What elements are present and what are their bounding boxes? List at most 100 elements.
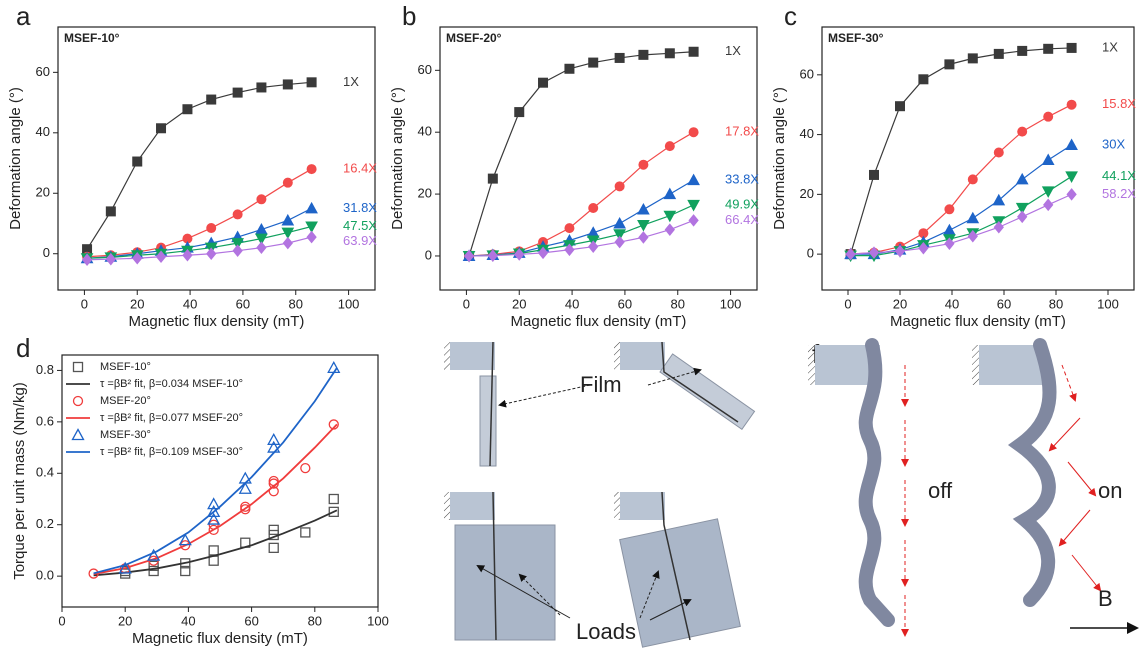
x-tick-label: 60	[618, 296, 632, 311]
on-label: on	[1098, 478, 1122, 503]
marker	[232, 244, 243, 257]
series-line	[87, 168, 312, 258]
series-label: 58.2X	[1102, 186, 1136, 201]
marker	[564, 223, 575, 234]
y-axis-label: Torque per unit mass (Nm/kg)	[11, 382, 28, 580]
series-line	[469, 219, 694, 257]
marker	[156, 123, 167, 134]
series-line	[850, 104, 1072, 255]
marker	[967, 53, 978, 64]
marker	[182, 248, 193, 262]
marker	[306, 230, 317, 244]
marker	[282, 79, 293, 90]
chain-on	[1007, 338, 1057, 607]
x-tick-label: 20	[512, 296, 526, 311]
marker	[327, 361, 341, 374]
series-label: 1X	[343, 74, 359, 89]
y-tick-label: 40	[36, 124, 50, 139]
marker	[148, 560, 159, 572]
marker	[688, 46, 699, 57]
marker	[300, 462, 311, 474]
film-line	[492, 491, 497, 641]
x-tick-label: 0	[81, 296, 88, 311]
marker	[281, 227, 295, 240]
plot-frame	[439, 26, 758, 291]
marker	[614, 235, 625, 249]
marker	[637, 203, 650, 215]
y-tick-label: 0	[425, 247, 432, 262]
series-label: 1X	[725, 43, 741, 58]
plot-frame	[61, 354, 379, 608]
marker	[966, 211, 980, 224]
y-tick-label: 0.4	[36, 465, 54, 480]
x-axis-label: Magnetic flux density (mT)	[129, 313, 305, 330]
clamp-hatch	[444, 492, 450, 520]
marker	[267, 440, 281, 453]
series-line	[93, 367, 338, 575]
marker	[238, 471, 252, 484]
marker	[240, 504, 251, 515]
legend-marker	[72, 395, 84, 407]
marker	[1043, 198, 1054, 212]
series-label: 17.8X	[725, 124, 759, 139]
marker	[944, 237, 955, 250]
marker	[688, 214, 699, 227]
series-line	[850, 47, 1072, 255]
x-tick-label: 80	[1049, 296, 1063, 311]
marker	[180, 565, 191, 577]
marker	[132, 251, 143, 265]
legend-label: τ =βB² fit, β=0.034 MSEF-10°	[100, 378, 243, 390]
marker	[687, 173, 700, 186]
x-tick-label: 100	[720, 296, 742, 311]
chain-off	[858, 338, 895, 627]
marker	[614, 52, 625, 63]
marker	[282, 177, 293, 188]
marker	[328, 493, 339, 505]
marker	[638, 49, 649, 60]
marker	[894, 244, 906, 258]
field-label: B	[1098, 586, 1113, 611]
loads-label: Loads	[576, 619, 636, 644]
x-axis-label: Magnetic flux density (mT)	[890, 313, 1066, 330]
marker	[256, 194, 267, 205]
chart-title: MSEF-10°	[64, 31, 120, 45]
y-tick-label: 0	[43, 245, 50, 260]
marker	[845, 247, 856, 261]
x-tick-label: 20	[893, 296, 907, 311]
load	[619, 518, 741, 648]
series-line	[93, 423, 338, 575]
series-label: 33.8X	[725, 172, 759, 187]
clamp-hatch	[444, 342, 450, 370]
marker	[638, 231, 649, 244]
marker	[514, 248, 525, 261]
film-line	[661, 341, 739, 423]
marker	[992, 193, 1006, 206]
chart: d 0 20 40 60 80 100 0.0 0.2 0.4 0.6 0.8 Magnetic flu…	[11, 333, 389, 647]
clamp-hatch	[972, 345, 979, 385]
clamp	[620, 342, 665, 370]
marker	[232, 87, 243, 98]
marker	[238, 481, 252, 494]
marker	[207, 505, 221, 518]
pointer	[649, 599, 692, 621]
marker	[1017, 126, 1028, 137]
clamp-hatch	[808, 345, 815, 385]
chart: c MSEF-30° 0 20 40 60 80 100 0 20 40 60 Magnetic flu…	[771, 1, 1136, 330]
clamp-hatch	[614, 492, 620, 520]
x-tick-label: 80	[308, 613, 322, 628]
marker	[614, 181, 625, 192]
legend-label: τ =βB² fit, β=0.077 MSEF-20°	[100, 412, 243, 424]
marker	[232, 209, 243, 220]
clamp	[450, 342, 495, 370]
x-tick-label: 40	[565, 296, 579, 311]
y-tick-label: 40	[418, 124, 432, 139]
marker	[1043, 111, 1054, 122]
y-tick-label: 20	[800, 186, 814, 201]
marker	[1015, 202, 1029, 215]
marker	[268, 542, 279, 554]
marker	[1017, 45, 1028, 56]
series-label: 30X	[1102, 136, 1125, 151]
series-line	[87, 225, 312, 259]
marker	[918, 241, 929, 255]
marker	[1017, 210, 1028, 224]
